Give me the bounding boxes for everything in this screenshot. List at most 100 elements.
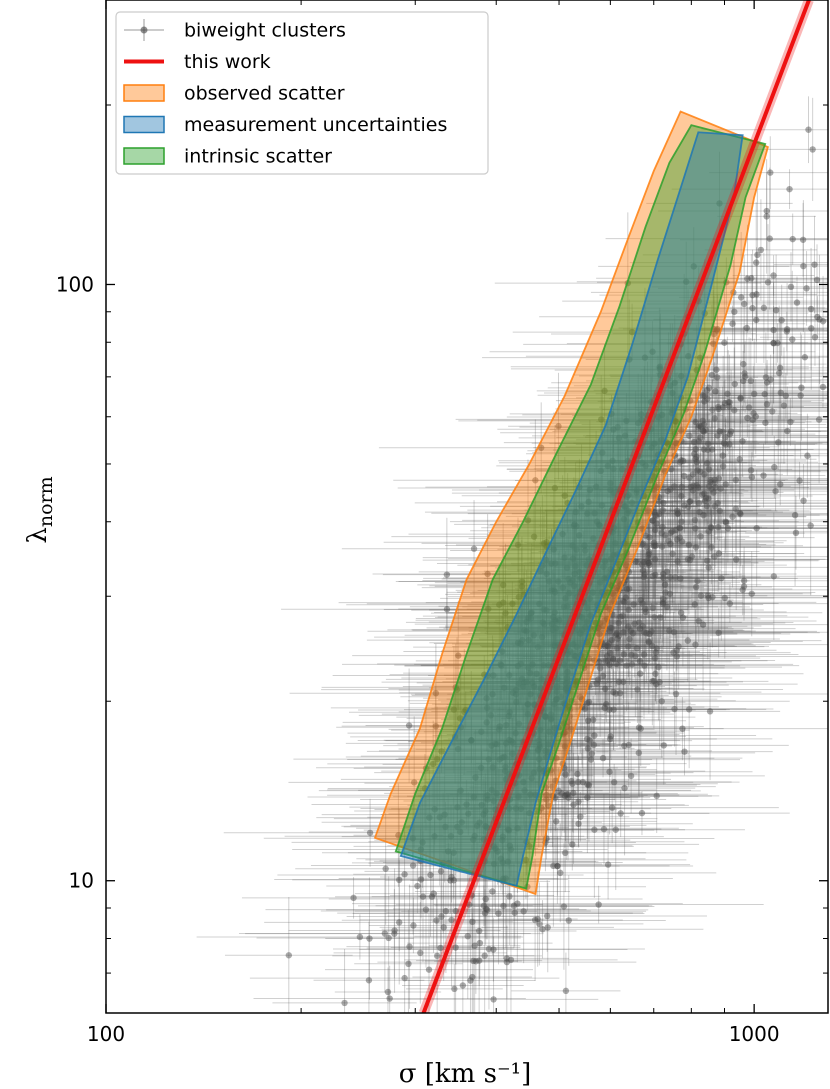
cluster-marker (665, 537, 672, 545)
cluster-marker (577, 630, 584, 637)
cluster-marker (543, 791, 550, 799)
cluster-marker (680, 472, 688, 480)
cluster-marker (716, 428, 723, 435)
cluster-marker (623, 585, 631, 593)
cluster-marker (613, 630, 620, 637)
cluster-point (421, 528, 704, 648)
cluster-marker (763, 213, 770, 220)
cluster-point (553, 530, 828, 605)
cluster-point (377, 622, 665, 706)
cluster-point (550, 518, 787, 564)
cluster-marker (715, 550, 723, 557)
cluster-marker (729, 513, 736, 520)
cluster-marker (744, 414, 751, 422)
cluster-marker (628, 651, 635, 659)
cluster-marker (703, 502, 711, 510)
cluster-marker (726, 600, 734, 607)
cluster-marker (814, 313, 821, 321)
cluster-marker (736, 456, 743, 463)
cluster-marker (476, 939, 484, 947)
cluster-marker (752, 413, 759, 420)
cluster-marker (568, 778, 575, 785)
cluster-marker (514, 541, 522, 549)
cluster-point (537, 633, 629, 687)
cluster-marker (777, 389, 784, 396)
cluster-marker (517, 660, 525, 668)
cluster-marker (489, 888, 496, 895)
cluster-marker (518, 578, 526, 585)
cluster-marker (438, 748, 445, 755)
cluster-marker (722, 518, 729, 525)
cluster-marker (470, 545, 478, 552)
cluster-marker (744, 275, 751, 282)
cluster-point (519, 582, 737, 710)
y-axis-label-sub: norm (35, 476, 57, 527)
cluster-point (418, 548, 740, 595)
cluster-marker (606, 735, 614, 743)
cluster-point (631, 479, 749, 525)
cluster-point (292, 786, 550, 913)
cluster-marker (490, 946, 497, 953)
cluster-point (499, 434, 786, 491)
cluster-marker (726, 399, 733, 406)
cluster-marker (485, 756, 492, 763)
cluster-marker (803, 285, 810, 292)
cluster-marker (787, 283, 795, 291)
legend: biweight clusters this work observed scatt… (115, 11, 489, 175)
cluster-marker (652, 654, 659, 662)
cluster-marker (766, 235, 773, 242)
legend-item: observed scatter (123, 83, 345, 105)
cluster-marker (645, 638, 652, 645)
cluster-marker (705, 528, 713, 535)
cluster-point (581, 491, 828, 572)
cluster-marker (676, 525, 684, 532)
cluster-marker (761, 390, 768, 398)
cluster-point (515, 568, 744, 609)
cluster-point (563, 502, 761, 592)
cluster-marker (459, 982, 467, 989)
cluster-marker (448, 916, 455, 924)
cluster-marker (425, 966, 433, 973)
cluster-point (536, 468, 828, 506)
cluster-marker (692, 525, 699, 532)
cluster-marker (645, 559, 653, 567)
cluster-point (654, 432, 739, 539)
cluster-marker (695, 499, 703, 507)
cluster-point (645, 534, 750, 627)
cluster-point (447, 536, 597, 627)
cluster-point (371, 831, 475, 963)
x-tick-label: 1000 (729, 1022, 780, 1046)
cluster-marker (606, 768, 613, 775)
cluster-marker (554, 862, 561, 870)
cluster-marker (581, 705, 589, 712)
cluster-marker (480, 902, 488, 909)
cluster-marker (574, 778, 582, 786)
cluster-marker (500, 684, 508, 691)
cluster-marker (767, 169, 774, 176)
cluster-point (732, 255, 815, 296)
cluster-point (546, 504, 828, 552)
cluster-point (643, 470, 784, 515)
cluster-marker (800, 262, 807, 270)
cluster-point (288, 716, 540, 849)
cluster-marker (481, 909, 489, 917)
cluster-marker (774, 339, 781, 347)
cluster-marker (565, 917, 572, 924)
cluster-marker (677, 609, 685, 617)
cluster-marker (562, 987, 570, 995)
cluster-marker (789, 235, 796, 243)
cluster-marker (708, 446, 716, 453)
cluster-marker (531, 916, 539, 924)
cluster-marker (713, 327, 721, 334)
cluster-marker (386, 995, 393, 1002)
cluster-point (434, 885, 533, 927)
cluster-marker (527, 615, 535, 622)
cluster-point (600, 422, 706, 530)
cluster-point (591, 266, 828, 395)
cluster-point (245, 889, 544, 979)
cluster-marker (617, 810, 624, 817)
cluster-marker (440, 924, 447, 931)
cluster-point (490, 446, 761, 567)
cluster-marker (725, 399, 732, 406)
